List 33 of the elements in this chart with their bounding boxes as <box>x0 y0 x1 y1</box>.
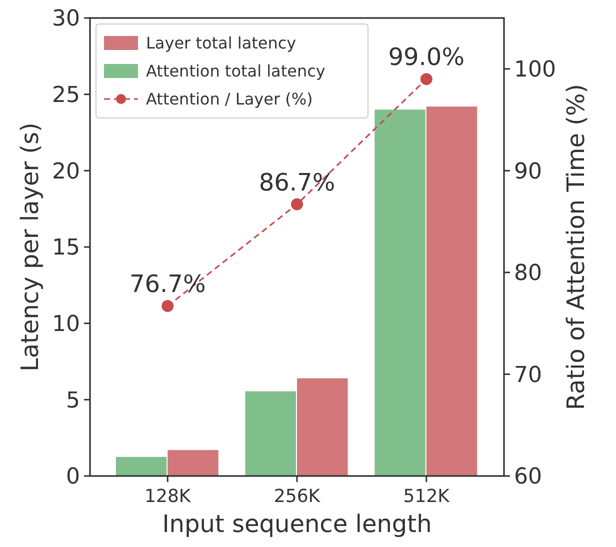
data-label: 76.7% <box>130 270 206 298</box>
y2-tick-label: 60 <box>514 464 542 490</box>
data-label: 86.7% <box>258 168 336 196</box>
data-label: 99.0% <box>388 43 464 72</box>
y-axis-title: Latency per layer (s) <box>16 122 44 372</box>
bar <box>426 106 478 476</box>
y2-tick-label: 80 <box>514 261 542 286</box>
bar <box>374 110 426 476</box>
y-tick-label: 0 <box>66 464 80 490</box>
x-axis-title: Input sequence length <box>162 510 432 538</box>
point <box>162 300 174 312</box>
x-tick-label: 128K <box>144 486 192 507</box>
legend-label: Attention total latency <box>146 62 326 81</box>
y2-tick-label: 70 <box>514 362 542 388</box>
bar <box>245 391 296 476</box>
y-tick-label: 15 <box>52 236 80 261</box>
bar <box>297 378 348 476</box>
point <box>420 73 432 86</box>
legend-label: Attention / Layer (%) <box>146 90 313 109</box>
y-tick-label: 25 <box>52 83 80 108</box>
x-tick-label: 512K <box>403 486 451 507</box>
y-tick-label: 5 <box>66 388 80 414</box>
x-tick-label: 256K <box>274 486 322 507</box>
legend-label: Layer total latency <box>146 34 296 53</box>
y-tick-label: 20 <box>52 159 80 184</box>
point <box>291 198 303 210</box>
y-tick-label: 10 <box>52 312 80 338</box>
bar <box>116 456 167 476</box>
y-tick-label: 30 <box>52 6 80 32</box>
y2-tick-label: 100 <box>514 58 556 83</box>
bar <box>168 450 218 476</box>
y2-axis-title: Ratio of Attention Time (%) <box>562 84 590 410</box>
y2-tick-label: 90 <box>514 159 542 184</box>
